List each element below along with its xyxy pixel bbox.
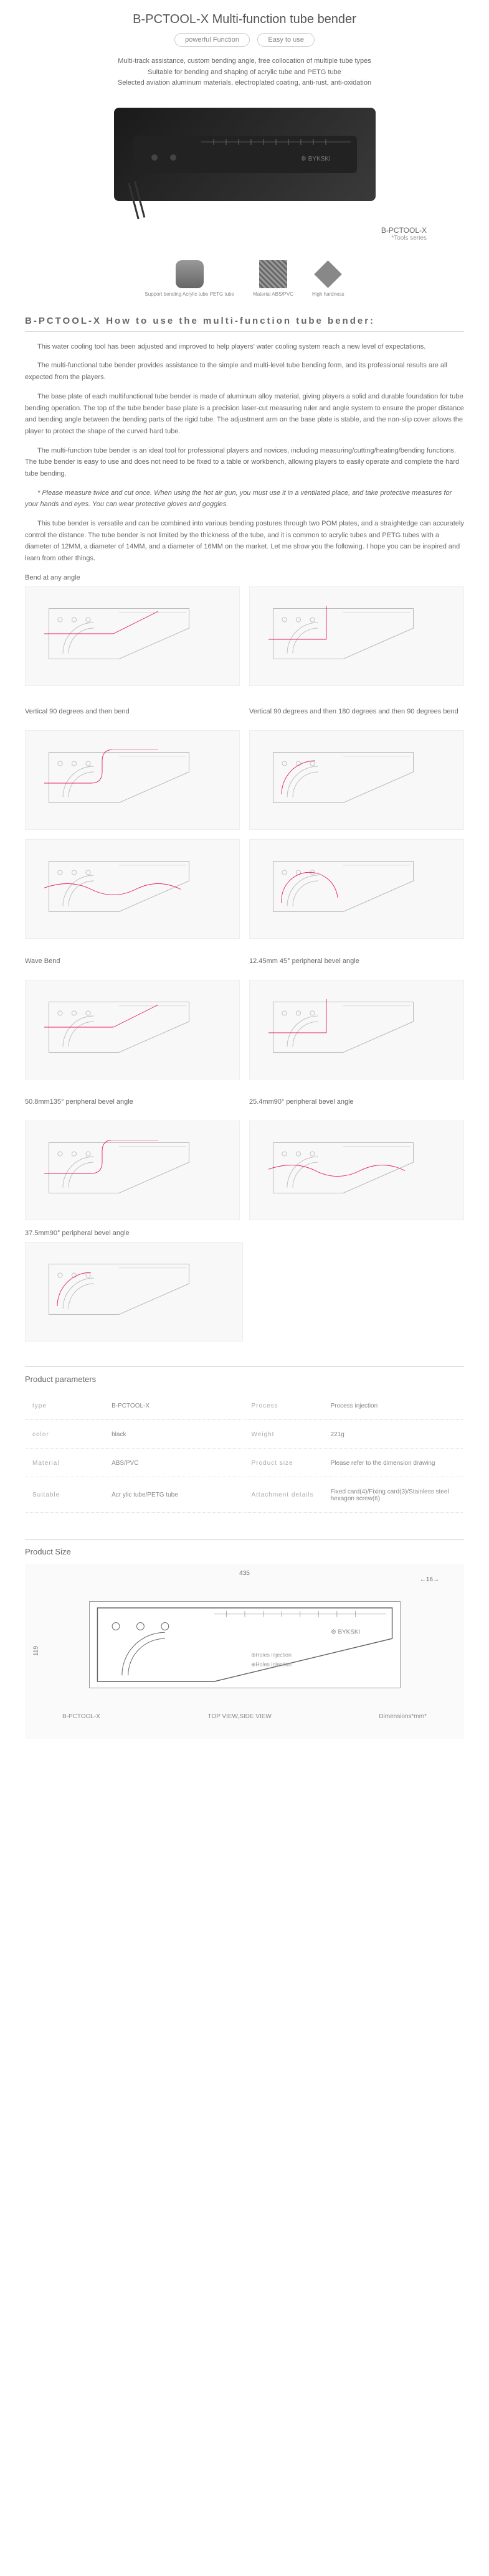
param-row: colorblackWeight221g [26, 1421, 463, 1449]
diagram-label: Wave Bend [25, 957, 240, 975]
svg-text:⊕Holes injection: ⊕Holes injection [250, 1661, 291, 1667]
diagram-label: Bend at any angle [25, 574, 464, 581]
model-label: B-PCTOOL-X *Tools series [25, 226, 427, 242]
diagram-label: Vertical 90 degrees and then 180 degrees… [249, 708, 464, 725]
model-series: *Tools series [25, 235, 427, 242]
diagram-box [25, 586, 240, 686]
svg-text:⚙ BYKSKI: ⚙ BYKSKI [301, 156, 331, 162]
size-model: B-PCTOOL-X [62, 1713, 100, 1720]
param-cell: Material [26, 1450, 104, 1477]
diagram-label: 37.5mm90° peripheral bevel angle [25, 1229, 464, 1237]
howto-title: B-PCTOOL-X How to use the multi-function… [25, 316, 464, 332]
size-header: Product Size [25, 1539, 464, 1564]
badge-easy: Easy to use [257, 33, 314, 47]
svg-text:⚙ BYKSKI: ⚙ BYKSKI [331, 1629, 360, 1635]
params-table: typeB-PCTOOL-XProcessProcess injectionco… [25, 1391, 464, 1514]
size-unit: Dimensions*mm* [379, 1713, 427, 1720]
diagram-box [249, 980, 464, 1079]
diagram-box [249, 1121, 464, 1220]
param-cell: Attachment details [245, 1478, 323, 1513]
product-image: ⚙ BYKSKI [114, 108, 376, 201]
param-cell: B-PCTOOL-X [105, 1393, 244, 1420]
badge-function: powerful Function [174, 33, 250, 47]
icon-support: Support bending Acrylic tube PETG tube [145, 260, 234, 297]
param-cell: Process injection [325, 1393, 463, 1420]
dim-height: 119 [32, 1646, 39, 1656]
icon-hardness: High hardness [312, 260, 344, 297]
product-hero: ⚙ BYKSKI B-PCTOOL-X *Tools series [25, 108, 464, 242]
howto-p: This tube bender is versatile and can be… [25, 518, 464, 565]
param-cell: Product size [245, 1450, 323, 1477]
wave-icon [176, 260, 204, 288]
diamond-icon [315, 260, 343, 288]
dim-width: 435 [239, 1570, 250, 1577]
param-row: SuitableAcr ylic tube/PETG tubeAttachmen… [26, 1478, 463, 1513]
dim-depth: ←16→ [420, 1576, 439, 1583]
param-cell: Weight [245, 1421, 323, 1449]
badge-row: powerful Function Easy to use [25, 33, 464, 47]
feature-line: Selected aviation aluminum materials, el… [25, 78, 464, 89]
howto-note: * Please measure twice and cut once. Whe… [25, 487, 464, 510]
param-cell: Fixed card(4)/Fixing card(3)/Stainless s… [325, 1478, 463, 1513]
diagram-box [25, 980, 240, 1079]
diagram-label: 12.45mm 45° peripheral bevel angle [249, 957, 464, 975]
param-cell: black [105, 1421, 244, 1449]
icon-row: Support bending Acrylic tube PETG tube M… [25, 260, 464, 297]
param-cell: color [26, 1421, 104, 1449]
diagram-box [25, 1121, 240, 1220]
param-cell: Process [245, 1393, 323, 1420]
param-cell: type [26, 1393, 104, 1420]
model-name: B-PCTOOL-X [25, 226, 427, 235]
param-row: typeB-PCTOOL-XProcessProcess injection [26, 1393, 463, 1420]
diagram-label: 25.4mm90° peripheral bevel angle [249, 1098, 464, 1116]
size-view: TOP VIEW,SIDE VIEW [207, 1713, 271, 1720]
size-tool-outline: ⊕Holes injection ⊕Holes injection ⚙ BYKS… [89, 1601, 401, 1688]
howto-p: The multi-functional tube bender provide… [25, 360, 464, 383]
howto-p: This water cooling tool has been adjuste… [25, 341, 464, 353]
size-diagram: 435 119 ←16→ [25, 1564, 464, 1739]
howto-p: The base plate of each multifunctional t… [25, 391, 464, 438]
diagram-box [249, 730, 464, 830]
param-row: MaterialABS/PVCProduct sizePlease refer … [26, 1450, 463, 1477]
page-title: B-PCTOOL-X Multi-function tube bender [25, 12, 464, 27]
material-icon [259, 260, 287, 288]
feature-line: Suitable for bending and shaping of acry… [25, 67, 464, 78]
param-cell: Suitable [26, 1478, 104, 1513]
diagram-label: Vertical 90 degrees and then bend [25, 708, 240, 725]
svg-text:⊕Holes injection: ⊕Holes injection [250, 1652, 291, 1658]
diagram-box [25, 730, 240, 830]
param-cell: Please refer to the dimension drawing [325, 1450, 463, 1477]
param-cell: 221g [325, 1421, 463, 1449]
params-header: Product parameters [25, 1366, 464, 1391]
param-cell: Acr ylic tube/PETG tube [105, 1478, 244, 1513]
diagram-label: 50.8mm135° peripheral bevel angle [25, 1098, 240, 1116]
diagram-box [25, 839, 240, 939]
icon-material: Material ABS/PVC [253, 260, 293, 297]
feature-list: Multi-track assistance, custom bending a… [25, 56, 464, 89]
diagram-box [249, 586, 464, 686]
diagram-box [25, 1242, 243, 1342]
param-cell: ABS/PVC [105, 1450, 244, 1477]
feature-line: Multi-track assistance, custom bending a… [25, 56, 464, 67]
howto-p: The multi-function tube bender is an ide… [25, 445, 464, 480]
diagram-box [249, 839, 464, 939]
